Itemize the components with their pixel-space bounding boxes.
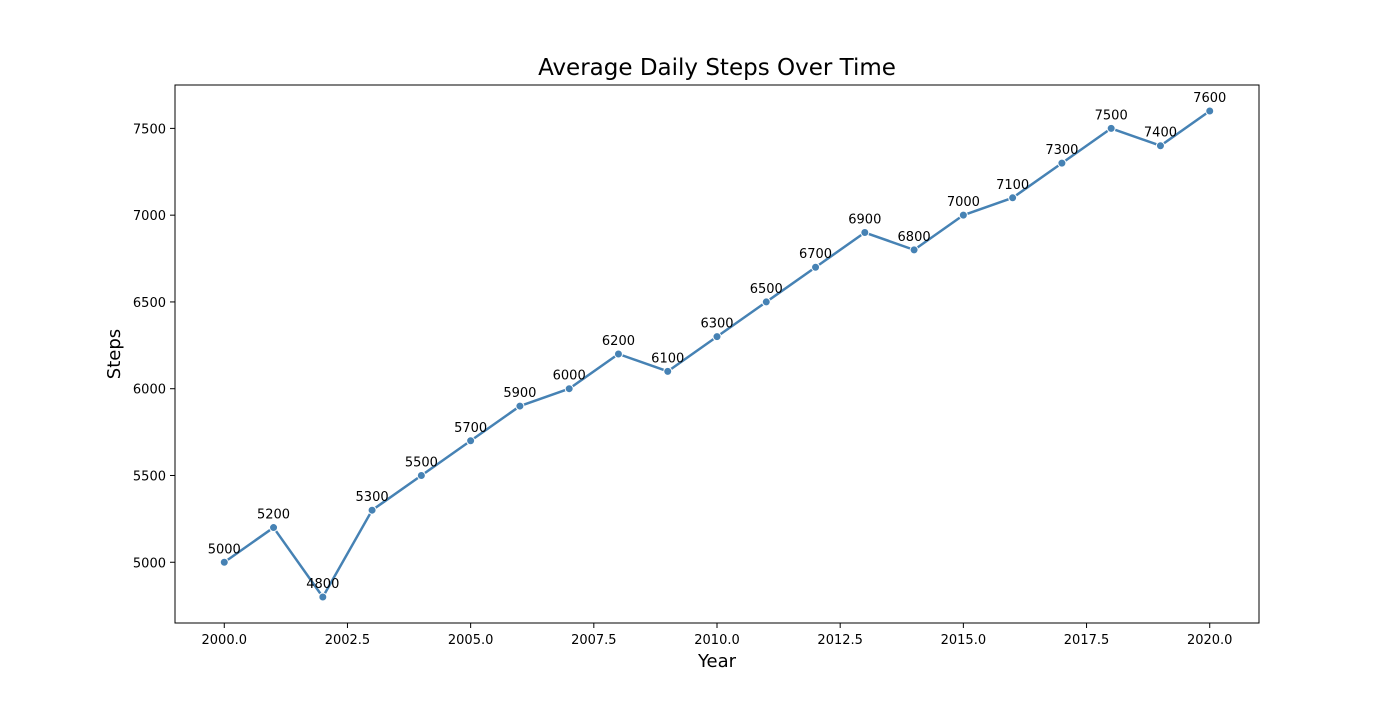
- data-label: 7000: [947, 195, 980, 210]
- x-tick-label: 2002.5: [325, 633, 371, 648]
- data-label: 6100: [651, 351, 684, 366]
- data-label: 7400: [1144, 126, 1177, 141]
- data-point: [712, 332, 722, 342]
- y-tick-label: 6500: [133, 296, 166, 311]
- x-axis-label: Year: [697, 651, 737, 672]
- data-point: [367, 505, 377, 515]
- y-tick-label: 7000: [133, 209, 166, 224]
- data-label: 6300: [700, 317, 733, 332]
- x-tick-label: 2015.0: [941, 633, 987, 648]
- data-label: 5900: [503, 386, 536, 401]
- data-point: [663, 366, 673, 376]
- data-point: [318, 592, 328, 602]
- chart-title: Average Daily Steps Over Time: [538, 55, 896, 81]
- data-label: 7300: [1045, 143, 1078, 158]
- data-point: [909, 245, 919, 255]
- data-label: 6800: [898, 230, 931, 245]
- y-tick-label: 7500: [133, 122, 166, 137]
- data-point: [1155, 141, 1165, 151]
- x-tick-label: 2012.5: [817, 633, 863, 648]
- data-point: [811, 262, 821, 272]
- data-point: [269, 523, 279, 533]
- data-label: 6200: [602, 334, 635, 349]
- data-label: 6500: [750, 282, 783, 297]
- data-point: [761, 297, 771, 307]
- y-tick-label: 6000: [133, 383, 166, 398]
- data-label: 4800: [306, 577, 339, 592]
- data-point: [515, 401, 525, 411]
- x-tick-label: 2020.0: [1187, 633, 1233, 648]
- data-point: [1106, 123, 1116, 133]
- y-tick-label: 5000: [133, 556, 166, 571]
- data-point: [564, 384, 574, 394]
- data-point: [416, 470, 426, 480]
- data-point: [1205, 106, 1215, 116]
- data-label: 5000: [208, 542, 241, 557]
- data-label: 5500: [405, 455, 438, 470]
- x-tick-label: 2017.5: [1064, 633, 1110, 648]
- data-label: 5700: [454, 421, 487, 436]
- y-tick-label: 5500: [133, 469, 166, 484]
- data-label: 7500: [1095, 108, 1128, 123]
- series-line: [223, 109, 1211, 599]
- x-tick-label: 2007.5: [571, 633, 617, 648]
- data-label: 6700: [799, 247, 832, 262]
- data-label: 5300: [356, 490, 389, 505]
- plot-area: 2000.0 2002.5 2005.0 2007.5 2010.0 2012.5 2015…: [133, 84, 1260, 648]
- x-tick-label: 2000.0: [202, 633, 248, 648]
- data-label: 5200: [257, 508, 290, 523]
- y-axis-label: Steps: [104, 329, 125, 379]
- data-label: 6000: [553, 369, 586, 384]
- data-label: 7100: [996, 178, 1029, 193]
- data-point: [466, 436, 476, 446]
- data-point: [1008, 193, 1018, 203]
- data-label: 6900: [848, 213, 881, 228]
- data-point: [613, 349, 623, 359]
- x-tick-label: 2010.0: [694, 633, 740, 648]
- x-tick-label: 2005.0: [448, 633, 494, 648]
- data-point: [958, 210, 968, 220]
- data-point: [219, 557, 229, 567]
- plot-frame: [174, 84, 1260, 624]
- data-point: [1057, 158, 1067, 168]
- data-label: 7600: [1193, 91, 1226, 106]
- data-point: [860, 228, 870, 238]
